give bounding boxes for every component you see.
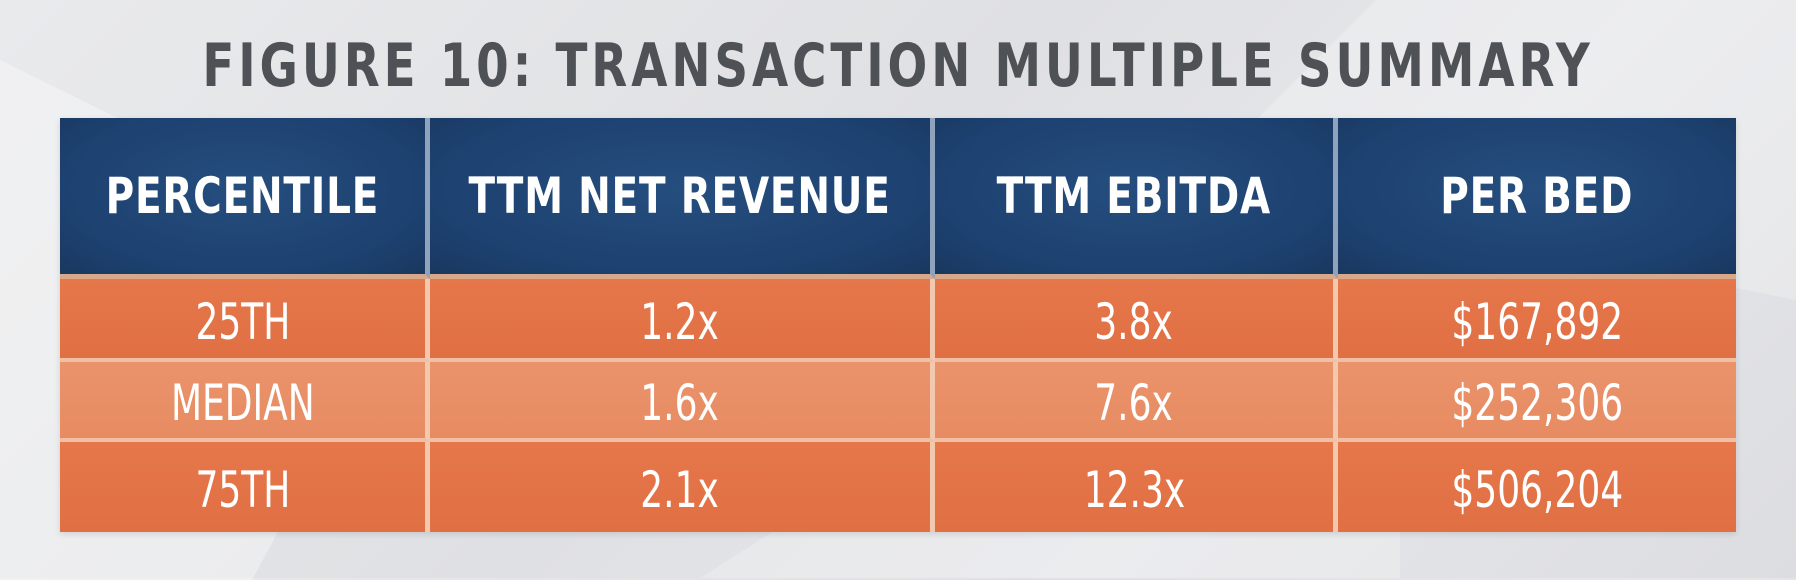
column-header-percentile: PERCENTILE: [60, 118, 430, 279]
table-cell-per-bed: $167,892: [1338, 279, 1736, 362]
table-cell-ttm-net-revenue: 1.6x: [430, 362, 935, 442]
table-cell-per-bed: $506,204: [1338, 442, 1736, 532]
column-header-ttm-ebitda: TTM EBITDA: [935, 118, 1338, 279]
table-cell-percentile: 25TH: [60, 279, 430, 362]
table-cell-ttm-ebitda: 3.8x: [935, 279, 1338, 362]
table-cell-per-bed: $252,306: [1338, 362, 1736, 442]
table-cell-ttm-ebitda: 12.3x: [935, 442, 1338, 532]
figure-title: FIGURE 10: TRANSACTION MULTIPLE SUMMARY: [202, 31, 1594, 101]
table-cell-percentile: MEDIAN: [60, 362, 430, 442]
column-header-per-bed: PER BED: [1338, 118, 1736, 279]
table-cell-ttm-ebitda: 7.6x: [935, 362, 1338, 442]
multiples-table: PERCENTILE TTM NET REVENUE TTM EBITDA PE…: [60, 118, 1736, 532]
column-header-ttm-net-revenue: TTM NET REVENUE: [430, 118, 935, 279]
table-cell-percentile: 75TH: [60, 442, 430, 532]
table-cell-ttm-net-revenue: 1.2x: [430, 279, 935, 362]
table-cell-ttm-net-revenue: 2.1x: [430, 442, 935, 532]
